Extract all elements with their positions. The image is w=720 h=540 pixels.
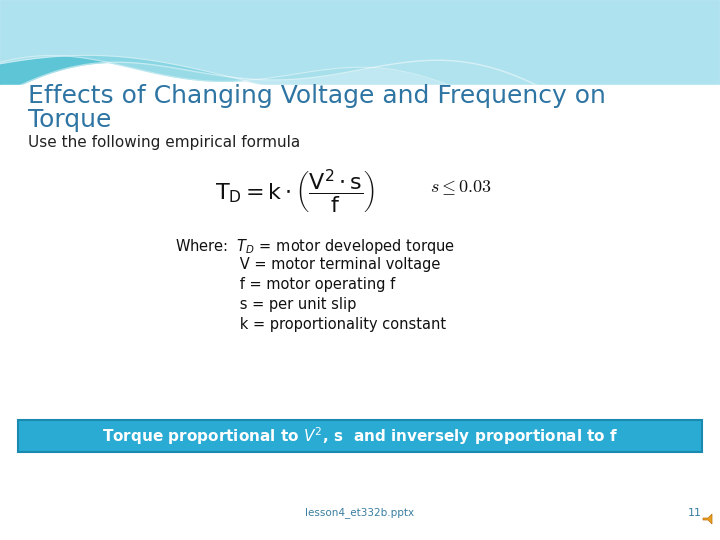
Text: Use the following empirical formula: Use the following empirical formula — [28, 135, 300, 150]
Polygon shape — [0, 85, 720, 540]
Polygon shape — [703, 514, 712, 524]
Text: f = motor operating f: f = motor operating f — [175, 277, 395, 292]
Polygon shape — [0, 0, 720, 131]
Text: $s \leq 0.03$: $s \leq 0.03$ — [430, 178, 492, 197]
Text: 11: 11 — [688, 508, 702, 518]
Polygon shape — [0, 0, 720, 161]
Text: Effects of Changing Voltage and Frequency on: Effects of Changing Voltage and Frequenc… — [28, 84, 606, 108]
Text: Where:  $T_D$ = motor developed torque: Where: $T_D$ = motor developed torque — [175, 237, 455, 256]
Text: V = motor terminal voltage: V = motor terminal voltage — [175, 257, 441, 272]
Text: Torque: Torque — [28, 108, 112, 132]
Text: $\mathregular{T_D = k \cdot \left( \dfrac{V^2 \cdot s}{f} \right)}$: $\mathregular{T_D = k \cdot \left( \dfra… — [215, 168, 375, 216]
Text: Torque proportional to $V^2$, s  and inversely proportional to f: Torque proportional to $V^2$, s and inve… — [102, 425, 618, 447]
Text: s = per unit slip: s = per unit slip — [175, 297, 356, 312]
Text: lesson4_et332b.pptx: lesson4_et332b.pptx — [305, 507, 415, 518]
FancyBboxPatch shape — [18, 420, 702, 452]
Text: k = proportionality constant: k = proportionality constant — [175, 317, 446, 332]
Polygon shape — [0, 0, 720, 114]
